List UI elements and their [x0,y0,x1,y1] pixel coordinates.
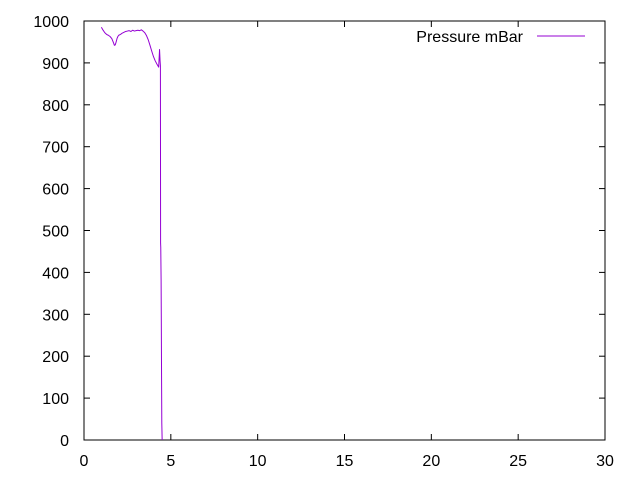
axis-tick-labels: 0 5 10 15 20 25 300100200300400500600700800900… [33,14,614,470]
legend-label: Pressure mBar [416,29,523,46]
x-tick-label: 25 [509,453,527,470]
x-tick-label: 0 [80,453,89,470]
series-layer [100,27,163,441]
y-tick-label: 900 [42,56,69,73]
series-line [100,27,163,441]
x-tick-label: 10 [249,453,267,470]
y-tick-label: 400 [42,265,69,282]
legend: Pressure mBar [416,29,585,46]
y-tick-label: 100 [42,391,69,408]
y-tick-label: 300 [42,307,69,324]
plot-frame [83,20,606,441]
y-tick-label: 0 [60,433,69,450]
y-tick-label: 1000 [33,14,69,31]
x-tick-label: 5 [166,453,175,470]
x-tick-label: 15 [336,453,354,470]
y-tick-label: 600 [42,182,69,199]
y-tick-label: 700 [42,140,69,157]
x-tick-label: 30 [596,453,614,470]
axis-ticks [83,20,606,441]
y-tick-label: 800 [42,98,69,115]
x-tick-label: 20 [422,453,440,470]
y-tick-label: 200 [42,349,69,366]
y-tick-label: 500 [42,224,69,241]
